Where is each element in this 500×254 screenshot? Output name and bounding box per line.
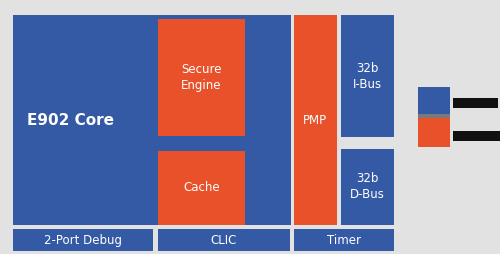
Bar [158, 229, 290, 251]
Bar [158, 151, 245, 225]
Text: 2-Port Debug: 2-Port Debug [44, 233, 122, 247]
Text: Timer: Timer [327, 233, 361, 247]
Text: 32b
I-Bus: 32b I-Bus [352, 62, 382, 91]
Bar [341, 149, 394, 225]
Bar [418, 118, 450, 147]
Text: CLIC: CLIC [210, 233, 237, 247]
Text: 32b
D-Bus: 32b D-Bus [350, 172, 384, 201]
Bar [453, 98, 498, 108]
Text: PMP: PMP [303, 114, 328, 126]
Bar [341, 15, 394, 137]
Bar [453, 131, 500, 141]
Bar [294, 229, 394, 251]
Text: Cache: Cache [183, 181, 220, 195]
Bar [13, 229, 153, 251]
Text: E902 Core: E902 Core [27, 113, 114, 128]
Bar [418, 87, 450, 114]
Bar [158, 19, 245, 136]
Bar [13, 15, 290, 225]
Text: Secure
Engine: Secure Engine [181, 63, 222, 92]
Bar [294, 15, 337, 225]
Bar [418, 114, 450, 118]
